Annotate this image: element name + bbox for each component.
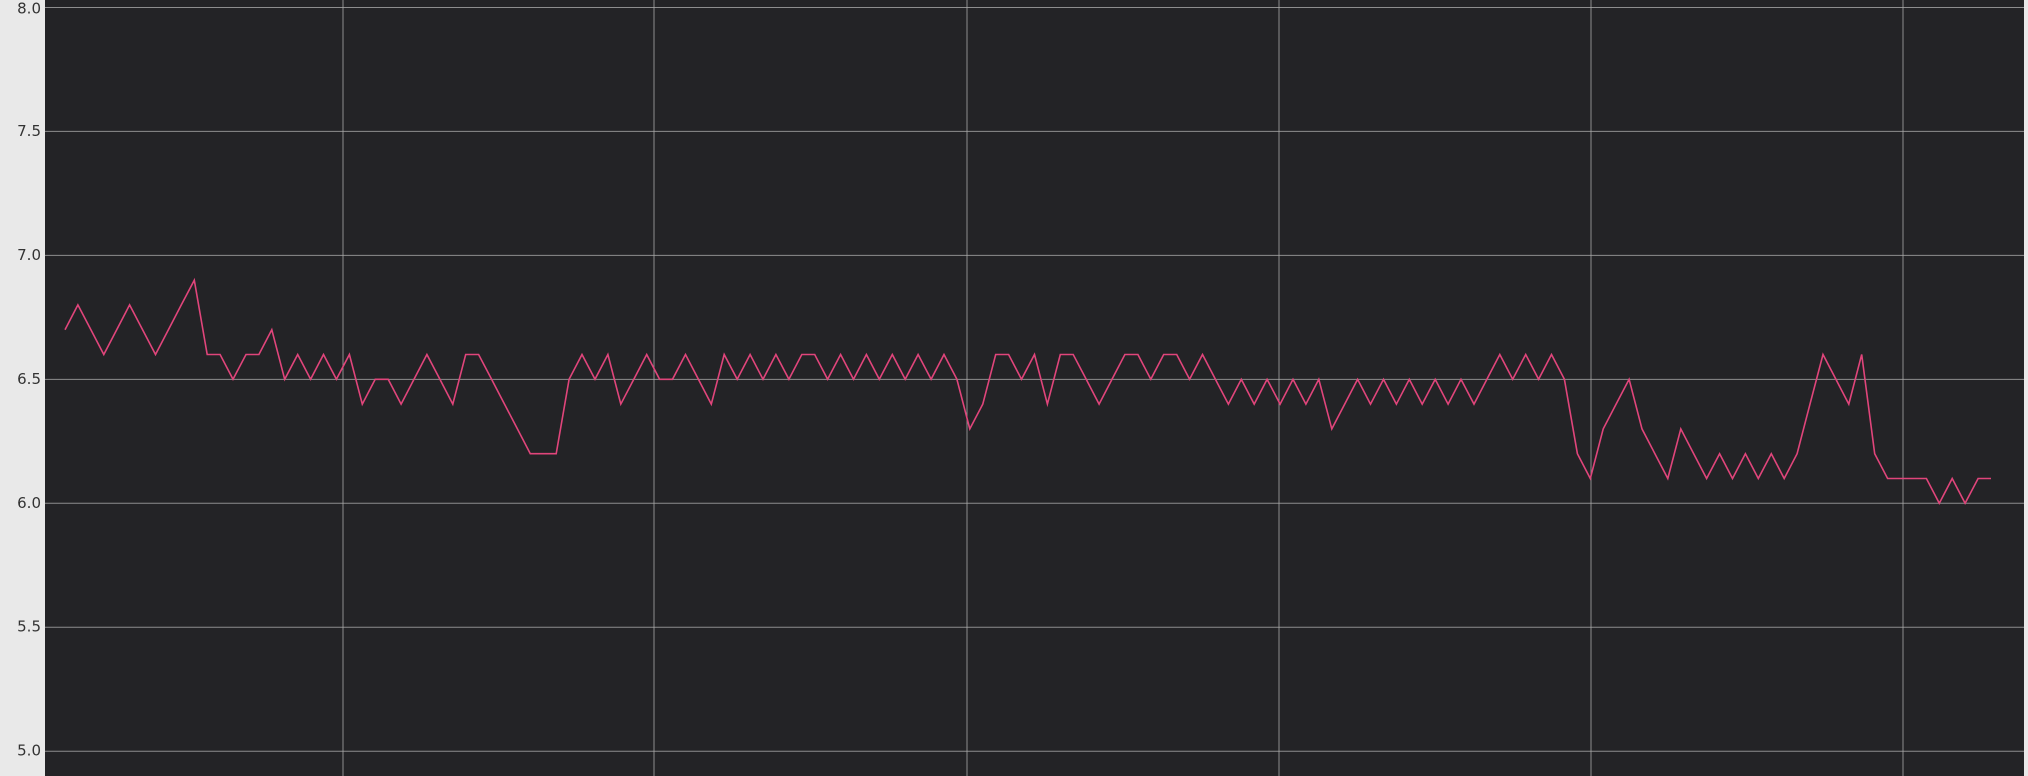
y-tick-label: 7.5	[17, 122, 41, 140]
y-tick-label: 8.0	[17, 0, 41, 18]
y-tick-label: 5.0	[17, 742, 41, 760]
y-tick-label: 6.0	[17, 494, 41, 512]
y-tick-label: 7.0	[17, 246, 41, 264]
y-tick-label: 5.5	[17, 618, 41, 636]
plot-background	[45, 0, 2024, 776]
y-tick-label: 6.5	[17, 370, 41, 388]
data-line	[64, 277, 1991, 506]
